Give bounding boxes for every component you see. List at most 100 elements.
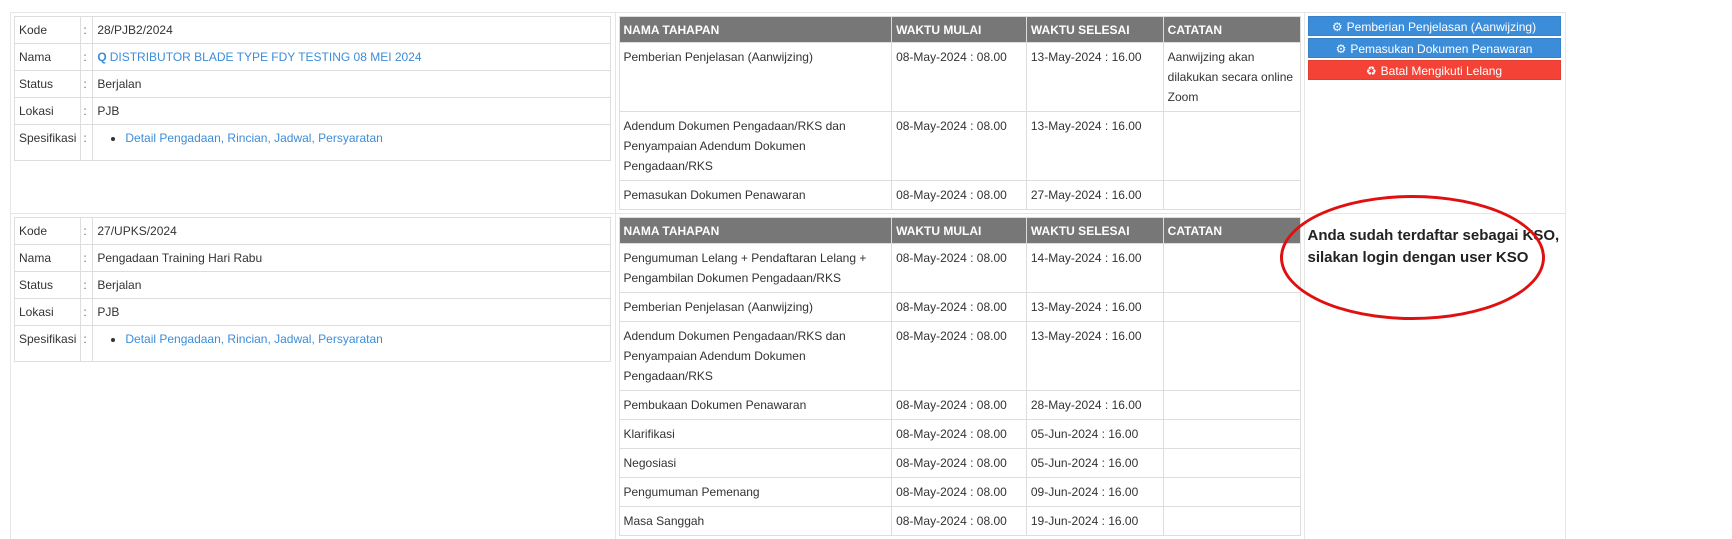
stage-catatan	[1163, 244, 1300, 293]
stage-catatan	[1163, 420, 1300, 449]
pemberian-penjelasan-aanwijzing-button[interactable]: ⚙Pemberian Penjelasan (Aanwijzing)	[1308, 16, 1561, 36]
action-cell: ⚙Pemberian Penjelasan (Aanwijzing)⚙Pemas…	[1304, 13, 1566, 214]
info-value: 28/PJB2/2024	[97, 23, 172, 37]
info-value: PJB	[97, 305, 119, 319]
info-value-spesifikasi: Detail Pengadaan, Rincian, Jadwal, Persy…	[93, 326, 611, 362]
info-colon: :	[81, 125, 93, 161]
info-value: Berjalan	[97, 77, 141, 91]
stage-mulai: 08-May-2024 : 08.00	[892, 391, 1027, 420]
info-colon: :	[81, 17, 93, 44]
stage-mulai: 08-May-2024 : 08.00	[892, 181, 1027, 210]
header-catatan: CATATAN	[1163, 17, 1300, 43]
stage-catatan	[1163, 478, 1300, 507]
info-value-lokasi: PJB	[93, 299, 611, 326]
info-value: Pengadaan Training Hari Rabu	[97, 251, 262, 265]
info-colon: :	[81, 245, 93, 272]
info-label: Status	[15, 272, 81, 299]
header-nama_tahapan: NAMA TAHAPAN	[619, 218, 892, 244]
info-colon: :	[81, 272, 93, 299]
info-row-lokasi: Lokasi: PJB	[15, 299, 611, 326]
info-value-kode: 27/UPKS/2024	[93, 218, 611, 245]
info-colon: :	[81, 98, 93, 125]
info-label: Lokasi	[15, 98, 81, 125]
stage-mulai: 08-May-2024 : 08.00	[892, 449, 1027, 478]
info-value-status: Berjalan	[93, 272, 611, 299]
button-label: Pemasukan Dokumen Penawaran	[1350, 42, 1532, 56]
stage-mulai: 08-May-2024 : 08.00	[892, 43, 1027, 112]
info-row-kode: Kode:27/UPKS/2024	[15, 218, 611, 245]
stage-mulai: 08-May-2024 : 08.00	[892, 420, 1027, 449]
search-icon: Q	[97, 50, 106, 64]
header-nama_tahapan: NAMA TAHAPAN	[619, 17, 892, 43]
info-value: PJB	[97, 104, 119, 118]
spesifikasi-link[interactable]: Detail Pengadaan, Rincian, Jadwal, Persy…	[125, 131, 382, 145]
schedule-row: Pemberian Penjelasan (Aanwijzing)08-May-…	[619, 43, 1300, 112]
header-waktu_selesai: WAKTU SELESAI	[1026, 218, 1163, 244]
info-colon: :	[81, 218, 93, 245]
header-waktu_mulai: WAKTU MULAI	[892, 218, 1027, 244]
stage-nama: Pengumuman Lelang + Pendaftaran Lelang +…	[619, 244, 892, 293]
stage-catatan	[1163, 181, 1300, 210]
info-label: Kode	[15, 17, 81, 44]
info-value-nama: Pengadaan Training Hari Rabu	[93, 245, 611, 272]
info-row-status: Status: Berjalan	[15, 272, 611, 299]
button-label: Batal Mengikuti Lelang	[1381, 64, 1502, 78]
stage-catatan	[1163, 391, 1300, 420]
stage-nama: Pemasukan Dokumen Penawaran	[619, 181, 892, 210]
info-value: Berjalan	[97, 278, 141, 292]
info-label: Lokasi	[15, 299, 81, 326]
info-value-status: Berjalan	[93, 71, 611, 98]
schedule-row: Adendum Dokumen Pengadaan/RKS dan Penyam…	[619, 112, 1300, 181]
info-value-kode: 28/PJB2/2024	[93, 17, 611, 44]
stage-nama: Negosiasi	[619, 449, 892, 478]
stage-catatan	[1163, 322, 1300, 391]
info-label: Kode	[15, 218, 81, 245]
stage-catatan	[1163, 112, 1300, 181]
stage-selesai: 13-May-2024 : 16.00	[1026, 43, 1163, 112]
pemasukan-dokumen-penawaran-button[interactable]: ⚙Pemasukan Dokumen Penawaran	[1308, 38, 1561, 58]
highlight-ellipse	[1280, 195, 1545, 320]
info-label: Status	[15, 71, 81, 98]
cogs-icon: ⚙	[1332, 20, 1343, 34]
schedule-row: Pemberian Penjelasan (Aanwijzing)08-May-…	[619, 293, 1300, 322]
info-row-kode: Kode:28/PJB2/2024	[15, 17, 611, 44]
stage-selesai: 05-Jun-2024 : 16.00	[1026, 449, 1163, 478]
spesifikasi-link[interactable]: Detail Pengadaan, Rincian, Jadwal, Persy…	[125, 332, 382, 346]
batal-mengikuti-lelang-button[interactable]: ♻ Batal Mengikuti Lelang	[1308, 60, 1561, 80]
stage-selesai: 19-Jun-2024 : 16.00	[1026, 507, 1163, 536]
stage-nama: Pengumuman Pemenang	[619, 478, 892, 507]
info-colon: :	[81, 71, 93, 98]
info-label: Spesifikasi	[15, 326, 81, 362]
info-colon: :	[81, 299, 93, 326]
info-row-lokasi: Lokasi: PJB	[15, 98, 611, 125]
stage-selesai: 14-May-2024 : 16.00	[1026, 244, 1163, 293]
stage-nama: Klarifikasi	[619, 420, 892, 449]
stage-nama: Adendum Dokumen Pengadaan/RKS dan Penyam…	[619, 112, 892, 181]
stage-catatan	[1163, 507, 1300, 536]
info-value: 27/UPKS/2024	[97, 224, 176, 238]
stage-mulai: 08-May-2024 : 08.00	[892, 112, 1027, 181]
header-waktu_selesai: WAKTU SELESAI	[1026, 17, 1163, 43]
info-row-spesifikasi: Spesifikasi:Detail Pengadaan, Rincian, J…	[15, 125, 611, 161]
cogs-icon: ⚙	[1336, 42, 1347, 56]
recycle-icon: ♻	[1366, 64, 1377, 78]
stage-catatan	[1163, 293, 1300, 322]
info-value-spesifikasi: Detail Pengadaan, Rincian, Jadwal, Persy…	[93, 125, 611, 161]
stage-selesai: 05-Jun-2024 : 16.00	[1026, 420, 1163, 449]
